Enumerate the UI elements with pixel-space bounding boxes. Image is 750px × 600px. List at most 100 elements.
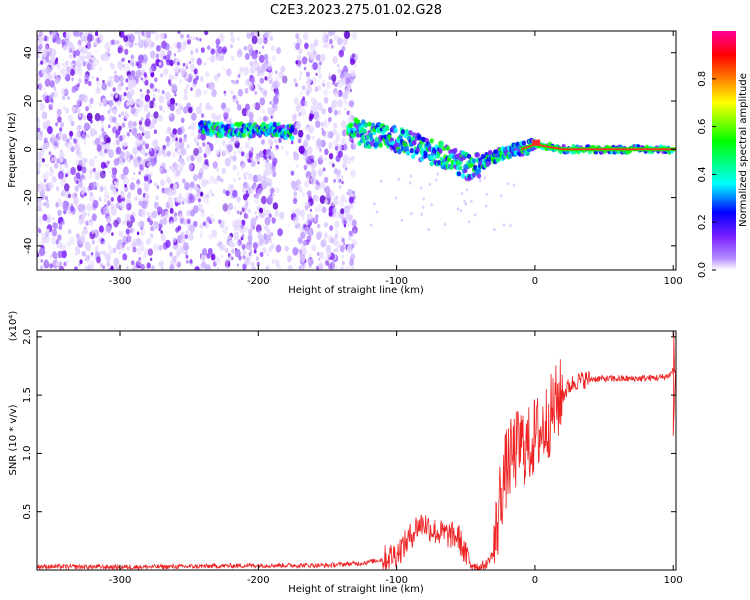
noise-speckle (69, 135, 73, 140)
noise-speckle (126, 265, 129, 270)
noise-speckle (80, 54, 86, 62)
noise-speckle (43, 142, 49, 150)
signal-blob (418, 143, 423, 150)
noise-speckle (120, 190, 124, 197)
noise-speckle (259, 105, 263, 110)
noise-speckle (73, 138, 77, 143)
noise-speckle (225, 159, 229, 164)
noise-speckle (130, 214, 134, 221)
noise-speckle (309, 208, 312, 212)
x-tick-label: -300 (109, 575, 132, 586)
noise-speckle (42, 34, 46, 40)
noise-speckle (185, 63, 189, 67)
noise-speckle (86, 203, 92, 212)
noise-speckle (323, 44, 326, 48)
noise-speckle (239, 211, 242, 215)
noise-speckle (269, 100, 272, 105)
noise-speckle (321, 127, 324, 132)
noise-speckle (37, 62, 40, 67)
noise-speckle (253, 195, 260, 204)
noise-speckle (147, 217, 150, 223)
noise-speckle (300, 232, 305, 239)
noise-speckle (300, 227, 304, 232)
noise-speckle (303, 152, 309, 161)
noise-speckle (172, 152, 176, 158)
noise-speckle (274, 209, 280, 217)
noise-speckle (110, 265, 114, 270)
noise-speckle (91, 213, 97, 222)
noise-speckle (348, 202, 354, 209)
noise-speckle (373, 202, 376, 206)
signal-blob (405, 150, 411, 156)
noise-speckle (80, 172, 83, 176)
noise-speckle (349, 88, 353, 93)
noise-speckle (101, 120, 104, 125)
noise-speckle (295, 42, 301, 51)
noise-speckle (218, 34, 225, 43)
signal-blob (251, 132, 256, 138)
noise-speckle (199, 38, 202, 42)
noise-speckle (139, 88, 142, 93)
noise-speckle (173, 171, 179, 179)
noise-speckle (340, 208, 345, 215)
noise-speckle (410, 212, 413, 216)
noise-speckle (185, 230, 189, 235)
noise-speckle (336, 81, 339, 85)
noise-speckle (158, 244, 163, 251)
noise-speckle (65, 31, 71, 40)
noise-speckle (203, 90, 207, 95)
noise-speckle (317, 224, 321, 229)
noise-speckle (319, 53, 326, 62)
noise-speckle (331, 44, 334, 49)
noise-speckle (223, 111, 229, 120)
noise-speckle (110, 92, 114, 98)
x-tick-label: 100 (664, 575, 683, 586)
noise-speckle (88, 103, 92, 109)
noise-speckle (245, 190, 248, 194)
noise-speckle (335, 132, 341, 140)
noise-speckle (49, 254, 53, 259)
noise-speckle (98, 134, 103, 140)
noise-speckle (342, 143, 348, 151)
noise-speckle (94, 59, 100, 66)
noise-speckle (353, 63, 357, 68)
noise-speckle (113, 257, 120, 266)
noise-speckle (194, 266, 200, 270)
noise-speckle (122, 158, 126, 163)
noise-speckle (341, 120, 347, 129)
noise-speckle (52, 90, 58, 99)
noise-speckle (334, 220, 340, 229)
noise-speckle (37, 74, 41, 82)
noise-speckle (463, 199, 466, 203)
noise-speckle (345, 265, 351, 270)
noise-speckle (342, 159, 348, 166)
noise-speckle (351, 31, 358, 40)
noise-speckle (130, 79, 137, 88)
noise-speckle (37, 143, 40, 148)
noise-speckle (342, 71, 348, 80)
noise-speckle (499, 194, 503, 198)
signal-blob (397, 148, 402, 154)
noise-speckle (112, 126, 117, 134)
noise-speckle (218, 148, 222, 153)
noise-speckle (298, 237, 303, 245)
noise-speckle (75, 49, 80, 57)
noise-speckle (52, 169, 55, 173)
noise-speckle (132, 108, 139, 117)
noise-speckle (119, 113, 122, 117)
noise-speckle (295, 105, 301, 112)
noise-speckle (204, 31, 209, 36)
noise-speckle (101, 124, 105, 129)
signal-blob (460, 173, 466, 179)
y-tick-label: 1.0 (22, 445, 33, 461)
signal-blob (199, 120, 204, 126)
noise-speckle (213, 74, 219, 82)
noise-speckle (316, 180, 320, 186)
noise-speckle (332, 196, 339, 206)
noise-speckle (123, 112, 129, 120)
noise-speckle (246, 32, 251, 40)
noise-speckle (56, 108, 62, 116)
noise-speckle (243, 45, 247, 51)
noise-speckle (329, 190, 335, 198)
